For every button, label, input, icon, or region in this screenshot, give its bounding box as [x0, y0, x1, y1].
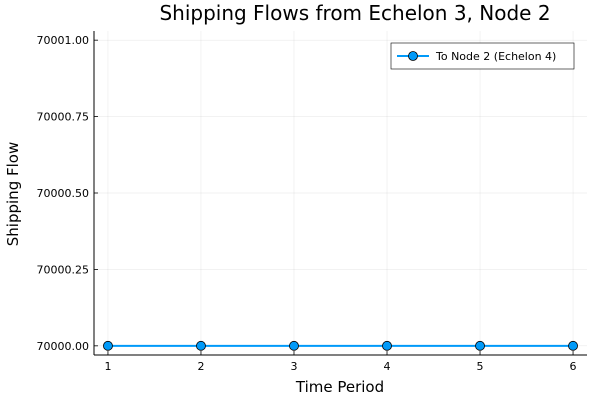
- y-axis-ticks: 70000.00 70000.25 70000.50 70000.75 70001.00: [37, 34, 98, 353]
- legend: To Node 2 (Echelon 4): [390, 42, 575, 70]
- data-point: [289, 340, 299, 351]
- x-tick-label: 2: [197, 360, 204, 373]
- x-tick-label: 6: [570, 360, 577, 373]
- series-group: [103, 340, 578, 351]
- chart-title: Shipping Flows from Echelon 3, Node 2: [159, 1, 550, 25]
- x-axis-label: Time Period: [295, 378, 384, 396]
- y-tick-label: 70000.75: [37, 111, 90, 124]
- legend-marker: [408, 51, 418, 61]
- x-tick-label: 5: [477, 360, 484, 373]
- y-axis-label: Shipping Flow: [4, 142, 22, 246]
- x-axis-ticks: 1 2 3 4 5 6: [104, 351, 577, 373]
- data-point: [475, 340, 485, 351]
- x-tick-label: 1: [104, 360, 111, 373]
- x-tick-label: 4: [384, 360, 391, 373]
- y-tick-label: 70000.25: [37, 263, 90, 276]
- grid: [94, 31, 587, 355]
- data-point: [103, 340, 113, 351]
- y-tick-label: 70001.00: [37, 34, 90, 47]
- data-point: [568, 340, 578, 351]
- y-tick-label: 70000.00: [37, 340, 90, 353]
- legend-label: To Node 2 (Echelon 4): [435, 50, 556, 63]
- data-point: [196, 340, 206, 351]
- data-point: [382, 340, 392, 351]
- y-tick-label: 70000.50: [37, 187, 90, 200]
- x-tick-label: 3: [290, 360, 297, 373]
